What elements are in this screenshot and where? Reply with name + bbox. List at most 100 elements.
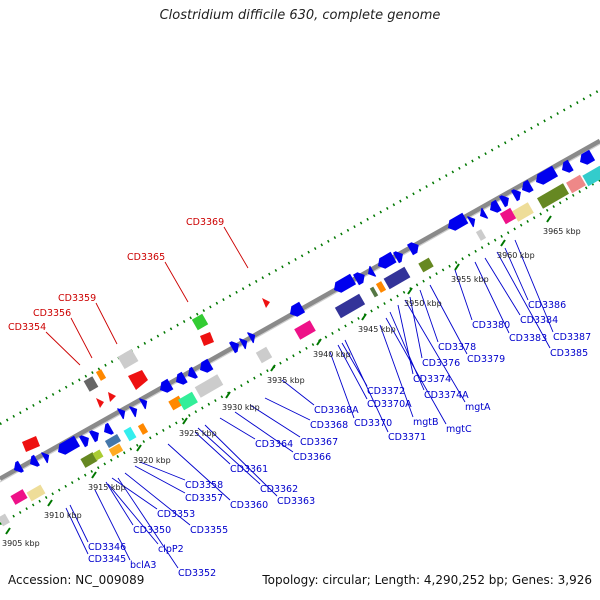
leader-line [94,489,131,561]
kbp-label: 3955 kbp [451,275,489,284]
kbp-label: 3965 kbp [543,227,581,236]
kbp-label: 3945 kbp [358,325,396,334]
gene-label: CD3359 [58,293,96,304]
leader-line [496,251,551,349]
kbp-label: 3920 kbp [133,456,171,465]
leader-line [134,465,186,494]
leader-line [45,331,81,366]
kbp-label: 3950 kbp [404,299,442,308]
leader-line [167,443,231,501]
leader-line [337,344,368,400]
gene-arrow [58,435,81,455]
leader-line [107,483,159,545]
gene-arrow [176,371,188,385]
gene-arrow [188,366,198,379]
kbp-tick [270,364,276,372]
gene-arrow [104,422,114,435]
gene-label: CD3357 [185,493,223,504]
kbp-tick [182,417,188,425]
gene-arrow [117,408,126,420]
gene-label: CD3365 [127,252,165,263]
leader-line [454,269,473,321]
gene-label: CD3346 [88,542,126,553]
gene-label: CD3358 [185,480,223,491]
gene-arrow [239,338,248,350]
gene-label: CD3371 [388,432,426,443]
gene-arrow [407,242,419,256]
gene-arrow [160,378,174,393]
leader-line [281,379,315,406]
gene-label: CD3383 [509,333,547,344]
kbp-label: 3915 kbp [88,483,126,492]
gene-label: CD3387 [553,332,591,343]
gene-label-group: CD3354 CD3356 CD3359 CD3365 CD3369 CD3346 CD33… [8,217,591,579]
gene-label: CD3354 [8,322,46,333]
gene-label: CD3361 [230,464,268,475]
red-feature [96,398,104,408]
leader-line [164,261,189,303]
gene-label: CD3366 [293,452,331,463]
leader-line [65,507,89,555]
orange-feature [95,369,107,381]
gene-arrow [41,452,50,464]
leader-line [409,296,423,359]
leader-line [389,311,425,391]
gene-block [194,374,224,398]
gene-label: CD3385 [550,348,588,359]
gene-arrow [334,273,357,293]
kbp-tick [500,239,506,247]
gene-arrow [522,179,534,193]
gene-label: clpP2 [158,544,184,555]
gene-label: mgtA [465,402,491,413]
leader-line [105,481,134,526]
gene-label: mgtB [413,417,439,428]
gene-block [123,426,137,442]
green-feature [191,313,209,331]
gene-arrow [368,265,377,277]
gene-arrow [480,207,489,219]
gene-arrow [14,460,24,473]
gene-arrow [290,301,306,317]
leader-line [124,472,191,526]
gene-block [104,434,122,448]
gene-label: CD3356 [33,308,71,319]
kbp-label: 3935 kbp [267,376,305,385]
leader-line [249,404,301,438]
gene-label: CD3386 [528,300,566,311]
kbp-tick [91,471,97,479]
gene-arrow [378,251,397,269]
leader-line [197,427,261,485]
lower-strand-genes [0,165,600,527]
leader-line [223,226,249,269]
gene-arrow [393,251,403,264]
gene-block [475,229,487,241]
gene-arrow [353,272,365,286]
gene-arrow [562,159,574,173]
gene-arrow [536,165,559,185]
kbp-tick [454,263,460,271]
gene-label: CD3369 [186,217,224,228]
gene-label: CD3368 [310,420,348,431]
red-feature [262,298,270,308]
gene-label: CD3372 [367,386,405,397]
gene-label: CD3378 [438,342,476,353]
gene-label: CD3384 [520,315,558,326]
gene-block [418,257,434,273]
gene-label: CD3370 [354,418,392,429]
gene-block [512,202,534,222]
gene-block [369,286,379,298]
genome-stats-text: Topology: circular; Length: 4,290,252 bp… [262,573,592,587]
leader-line [429,284,468,355]
gene-label: CD3350 [133,525,171,536]
gene-arrow [499,195,509,208]
gene-block [92,449,104,461]
leader-line [419,289,439,343]
label-leader-lines [45,226,554,569]
kbp-tick [47,499,53,507]
gene-label: CD3368A [314,405,359,416]
gene-arrow [580,149,596,165]
kbp-tick [546,215,552,223]
kbp-label: 3930 kbp [222,403,260,412]
